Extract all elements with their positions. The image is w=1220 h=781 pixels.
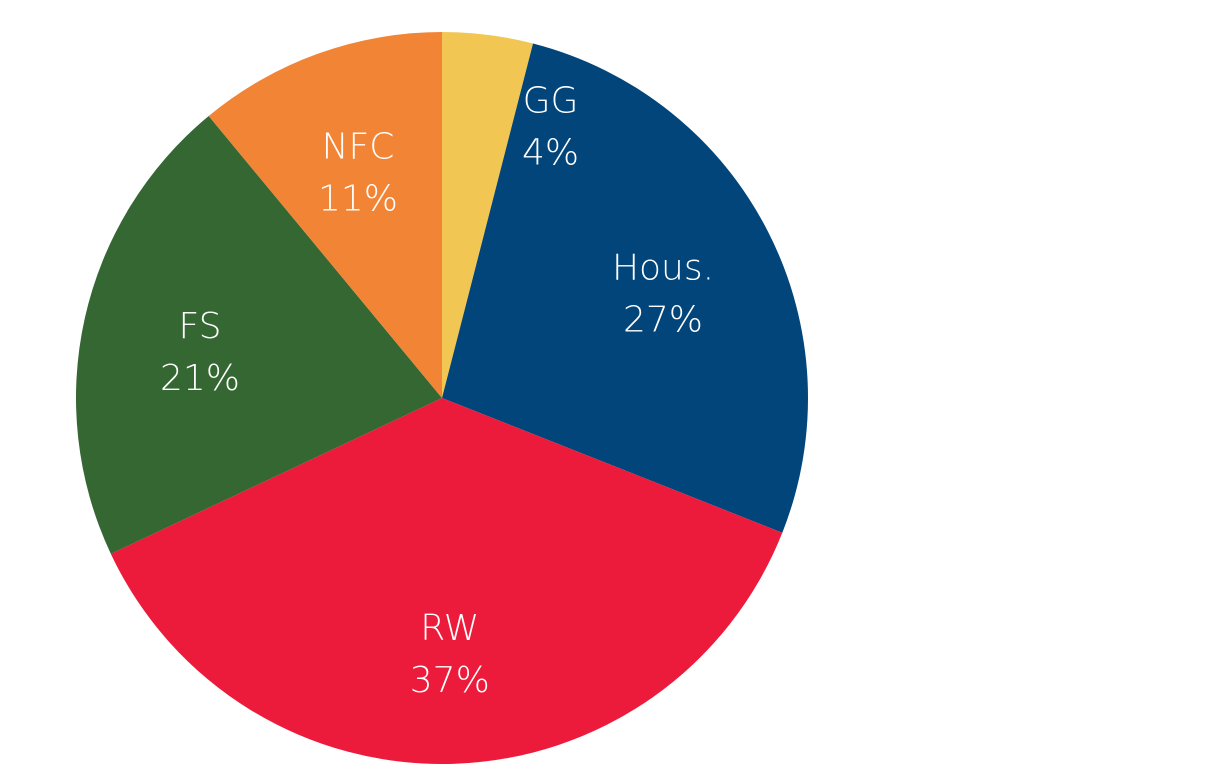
slice-percent-hous: 27% <box>623 299 703 340</box>
pie-slice-gg <box>442 32 534 398</box>
pie-labels: GG 4% Hous. 27% RW 37% FS 21% NFC 11% <box>160 80 714 701</box>
slice-label-fs: FS <box>179 306 222 347</box>
slice-label-gg: GG <box>523 80 579 121</box>
pie-slice-rw <box>110 398 783 765</box>
pie-slice-hous <box>442 43 808 533</box>
slice-percent-rw: 37% <box>410 660 490 701</box>
slice-label-hous: Hous. <box>612 247 714 288</box>
pie-slice-nfc <box>208 32 442 398</box>
pie-slices <box>75 32 808 765</box>
slice-label-rw: RW <box>420 608 479 649</box>
slice-label-nfc: NFC <box>322 127 395 168</box>
slice-percent-fs: 21% <box>160 358 240 399</box>
pie-slice-fs <box>75 115 442 554</box>
slice-percent-nfc: 11% <box>318 179 398 220</box>
slice-percent-gg: 4% <box>522 132 579 173</box>
